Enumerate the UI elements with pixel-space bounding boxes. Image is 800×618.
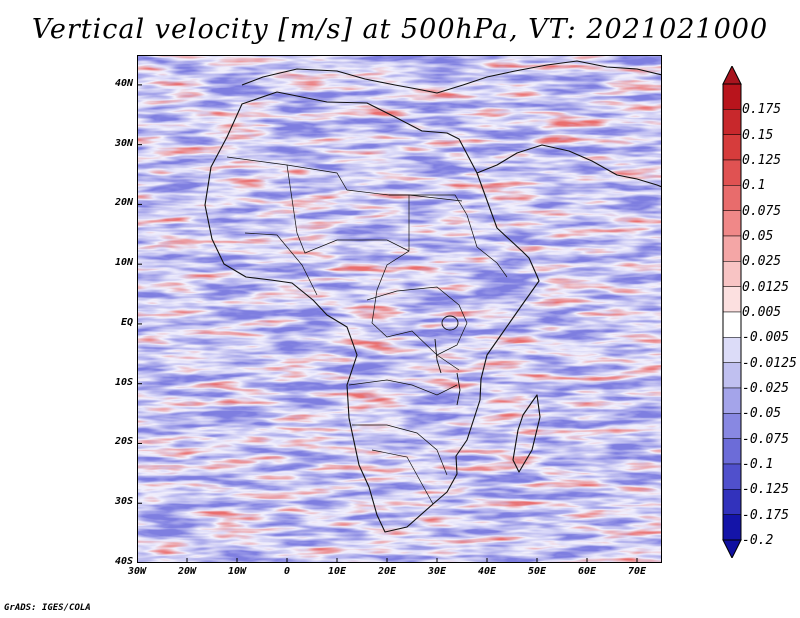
colorbar-swatch [722, 362, 742, 389]
border-line [352, 424, 448, 476]
lon-label: 20E [377, 566, 397, 577]
europe-asia-coast [241, 60, 662, 94]
border-line [366, 286, 468, 356]
lon-label: 40E [477, 566, 497, 577]
map-frame [137, 55, 662, 563]
colorbar-label: 0.0125 [742, 279, 789, 295]
colorbar-label: 0.075 [742, 203, 782, 219]
colorbar-label: -0.175 [742, 507, 789, 523]
africa-coast [204, 91, 540, 533]
colorbar-label: -0.0125 [742, 355, 797, 371]
colorbar-label: -0.125 [742, 482, 789, 498]
colorbar-label: -0.005 [742, 330, 789, 346]
country-borders [226, 156, 508, 505]
colorbar-swatch [722, 311, 742, 338]
border-line [244, 232, 318, 296]
lake-tanganyika [434, 338, 442, 374]
colorbar-swatch [722, 134, 742, 161]
lat-label: EQ [120, 316, 133, 328]
lat-label: 20S [114, 436, 133, 448]
colorbar [722, 66, 742, 558]
colorbar-bottom-arrow [722, 539, 742, 558]
colorbar-swatch [722, 489, 742, 515]
colorbar-label: 0.005 [742, 305, 782, 320]
coastline [204, 60, 662, 533]
colorbar-swatch [722, 261, 742, 287]
colorbar-swatch [722, 463, 742, 490]
velocity-map [137, 55, 662, 563]
colorbar-swatch [722, 235, 742, 262]
credit-text: GrADS: IGES/COLA [4, 603, 91, 613]
lon-label: 20W [177, 566, 197, 577]
colorbar-label: 0.025 [742, 254, 782, 270]
colorbar-swatch [722, 109, 742, 135]
colorbar-swatch [722, 185, 742, 211]
border-line [371, 194, 460, 371]
lon-label: 60E [577, 566, 597, 577]
colorbar-swatch [722, 438, 742, 465]
lon-label: 50E [527, 566, 547, 577]
colorbar-label: -0.2 [742, 533, 774, 548]
velocity-field-detail [137, 55, 662, 563]
colorbar-swatch [722, 337, 742, 363]
colorbar-label: 0.05 [742, 229, 774, 244]
map-canvas [137, 55, 662, 563]
lon-label: 10E [327, 566, 347, 577]
colorbar-top-arrow [722, 66, 742, 85]
colorbar-swatch [722, 413, 742, 439]
colorbar-swatch [722, 387, 742, 414]
colorbar-label: -0.075 [742, 431, 789, 447]
lakes [434, 315, 461, 406]
colorbar-swatch [722, 286, 742, 313]
colorbar-swatch [722, 514, 742, 541]
lat-label: 30N [114, 137, 133, 149]
border-line [409, 194, 508, 278]
colorbar-swatch [722, 83, 742, 110]
madagascar-coast [512, 394, 541, 473]
border-line [286, 164, 410, 254]
border-line [371, 449, 434, 505]
lon-label: 30E [427, 566, 447, 577]
colorbar-swatch [722, 159, 742, 186]
arabia-coast [476, 144, 662, 188]
lat-label: 30S [114, 496, 133, 508]
lon-label: 0 [283, 566, 291, 577]
lat-label: 40N [114, 77, 133, 89]
lat-label: 40S [114, 556, 133, 567]
lon-label: 10W [227, 566, 247, 577]
lat-label: 20N [114, 197, 133, 209]
lake-victoria [441, 315, 459, 331]
map-title: Vertical velocity [m/s] at 500hPa, VT: 2… [31, 14, 769, 45]
lake-malawi [456, 372, 461, 406]
colorbar-label: 0.15 [742, 127, 774, 143]
lon-label: 70E [627, 566, 647, 577]
colorbar-label: 0.1 [742, 178, 766, 194]
lat-label: 10S [114, 376, 133, 388]
colorbar-label: -0.025 [742, 381, 789, 396]
colorbar-swatch [722, 210, 742, 237]
lon-label: 30W [127, 566, 147, 577]
colorbar-label: -0.1 [742, 457, 774, 472]
colorbar-label: -0.05 [742, 406, 782, 422]
colorbar-label: 0.175 [742, 102, 782, 118]
colorbar-frame [722, 83, 742, 541]
border-line [348, 379, 458, 396]
lat-label: 10N [114, 257, 133, 269]
colorbar-label: 0.125 [742, 153, 782, 168]
